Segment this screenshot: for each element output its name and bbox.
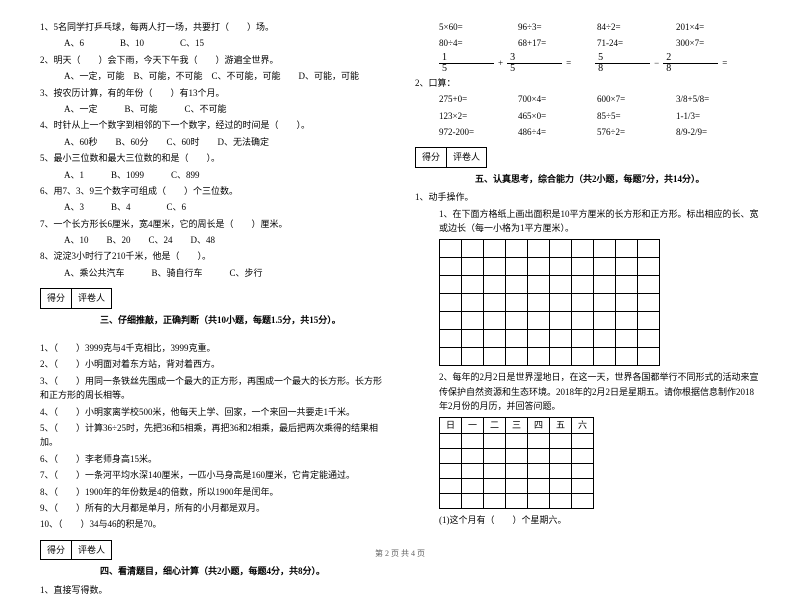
mc-q2-opts: A、一定，可能 B、可能，不可能 C、不可能，可能 D、可能，可能 [40,69,385,83]
calc-cell: 700×4= [518,92,573,106]
judge-6: 6、（ ）李老师身高15米。 [40,452,385,466]
calc-cell: 80÷4= [439,36,494,50]
judge-10: 10、（ ）34与46的积是70。 [40,517,385,531]
calc-row-2: 80÷4= 68+17= 71-24= 300×7= [415,36,760,50]
cal-head: 六 [572,418,594,433]
draw-1: 1、动手操作。 [415,190,760,204]
calc-cell: 85÷5= [597,109,652,123]
cal-head: 一 [462,418,484,433]
mc-q5: 5、最小三位数和最大三位数的和是（ ）。 [40,151,385,165]
score-box: 得分 评卷人 [415,147,487,167]
fraction: 35 [507,53,562,74]
mc-q7: 7、一个长方形长6厘米，宽4厘米，它的周长是（ ）厘米。 [40,217,385,231]
mc-q1: 1、5名同学打乒乓球，每两人打一场，共要打（ ）场。 [40,20,385,34]
cal-head: 日 [440,418,462,433]
calc-cell: 5×60= [439,20,494,34]
calc-row-1: 5×60= 96÷3= 84÷2= 201×4= [415,20,760,34]
draw-2-q1: (1)这个月有（ ）个星期六。 [415,513,760,527]
square-grid [439,239,660,366]
mc-q4-opts: A、60秒 B、60分 C、60时 D、无法确定 [40,135,385,149]
calc-cell: 972-200= [439,125,494,139]
score-box: 得分 评卷人 [40,288,112,308]
calc-cell: 123×2= [439,109,494,123]
cal-head: 五 [550,418,572,433]
frac-expr-2: 58 − 28 = [595,53,727,74]
calc-cell: 300×7= [676,36,731,50]
judge-7: 7、（ ）一条河平均水深140厘米，一匹小马身高是160厘米，它肯定能通过。 [40,468,385,482]
right-column: 5×60= 96÷3= 84÷2= 201×4= 80÷4= 68+17= 71… [415,20,760,599]
mc-q5-opts: A、1 B、1099 C、899 [40,168,385,182]
oral-title: 2、口算： [415,76,760,90]
cal-head: 三 [506,418,528,433]
grader-label: 评卷人 [447,148,486,166]
mc-q6: 6、用7、3、9三个数字可组成（ ）个三位数。 [40,184,385,198]
calc-cell: 600×7= [597,92,652,106]
judge-8: 8、（ ）1900年的年份数是4的倍数，所以1900年是闰年。 [40,485,385,499]
fraction: 28 [663,53,718,74]
fraction: 15 [439,53,494,74]
calendar-grid: 日 一 二 三 四 五 六 [439,417,594,508]
calc-cell: 96÷3= [518,20,573,34]
page-container: 1、5名同学打乒乓球，每两人打一场，共要打（ ）场。 A、6 B、10 C、15… [0,0,800,609]
fraction: 58 [595,53,650,74]
left-column: 1、5名同学打乒乓球，每两人打一场，共要打（ ）场。 A、6 B、10 C、15… [40,20,385,599]
calc-cell: 71-24= [597,36,652,50]
mc-q4: 4、时针从上一个数字到相邻的下一个数字，经过的时间是（ ）。 [40,118,385,132]
mc-q3: 3、按农历计算，有的年份（ ）有13个月。 [40,86,385,100]
score-label: 得分 [416,148,447,166]
mc-q1-opts: A、6 B、10 C、15 [40,36,385,50]
mc-q2: 2、明天（ ）会下雨，今天下午我（ ）游遍全世界。 [40,53,385,67]
calc-cell: 486÷4= [518,125,573,139]
judge-3: 3、（ ）用同一条铁丝先围成一个最大的正方形，再围成一个最大的长方形。长方形和正… [40,374,385,403]
mc-q7-opts: A、10 B、20 C、24 D、48 [40,233,385,247]
calc-row-3: 15 + 35 = 58 − 28 = [415,53,760,74]
page-footer: 第 2 页 共 4 页 [0,548,800,559]
section-5-title: 五、认真思考，综合能力（共2小题，每题7分，共14分）。 [475,172,760,186]
judge-9: 9、（ ）所有的大月都是单月，所有的小月都是双月。 [40,501,385,515]
grader-label: 评卷人 [72,289,111,307]
score-label: 得分 [41,289,72,307]
score-row-5: 得分 评卷人 [415,147,760,167]
mc-q3-opts: A、一定 B、可能 C、不可能 [40,102,385,116]
calc-cell: 275+0= [439,92,494,106]
section-3-title: 三、仔细推敲，正确判断（共10小题，每题1.5分，共15分）。 [100,313,385,327]
score-row-3: 得分 评卷人 [40,288,385,308]
draw-1-text: 1、在下面方格纸上画出面积是10平方厘米的长方形和正方形。标出相应的长、宽或边长… [415,207,760,236]
calc-cell: 84÷2= [597,20,652,34]
mc-q6-opts: A、3 B、4 C、6 [40,200,385,214]
calc-cell: 1-1/3= [676,109,731,123]
judge-2: 2、（ ）小明面对着东方站，背对着西方。 [40,357,385,371]
mc-q8-opts: A、乘公共汽车 B、骑自行车 C、步行 [40,266,385,280]
frac-expr-1: 15 + 35 = [439,53,571,74]
calc-cell: 576÷2= [597,125,652,139]
oral-row-1: 275+0= 700×4= 600×7= 3/8+5/8= [415,92,760,106]
judge-1: 1、（ ）3999克与4千克相比，3999克重。 [40,341,385,355]
judge-4: 4、（ ）小明家离学校500米，他每天上学、回家，一个来回一共要走1千米。 [40,405,385,419]
calc-1: 1、直接写得数。 [40,583,385,597]
cal-head: 四 [528,418,550,433]
draw-2-text: 2、每年的2月2日是世界湿地日，在这一天，世界各国都举行不同形式的活动来宣传保护… [415,370,760,413]
cal-head: 二 [484,418,506,433]
judge-5: 5、（ ）计算36÷25时，先把36和5相乘，再把36和2相乘，最后把两次乘得的… [40,421,385,450]
calc-cell: 3/8+5/8= [676,92,731,106]
calc-cell: 465×0= [518,109,573,123]
oral-row-2: 123×2= 465×0= 85÷5= 1-1/3= [415,109,760,123]
mc-q8: 8、淀淀3小时行了210千米，他是（ ）。 [40,249,385,263]
oral-row-3: 972-200= 486÷4= 576÷2= 8/9-2/9= [415,125,760,139]
calc-cell: 68+17= [518,36,573,50]
section-4-title: 四、看清题目，细心计算（共2小题，每题4分，共8分）。 [100,564,385,578]
calc-cell: 201×4= [676,20,731,34]
calc-cell: 8/9-2/9= [676,125,731,139]
